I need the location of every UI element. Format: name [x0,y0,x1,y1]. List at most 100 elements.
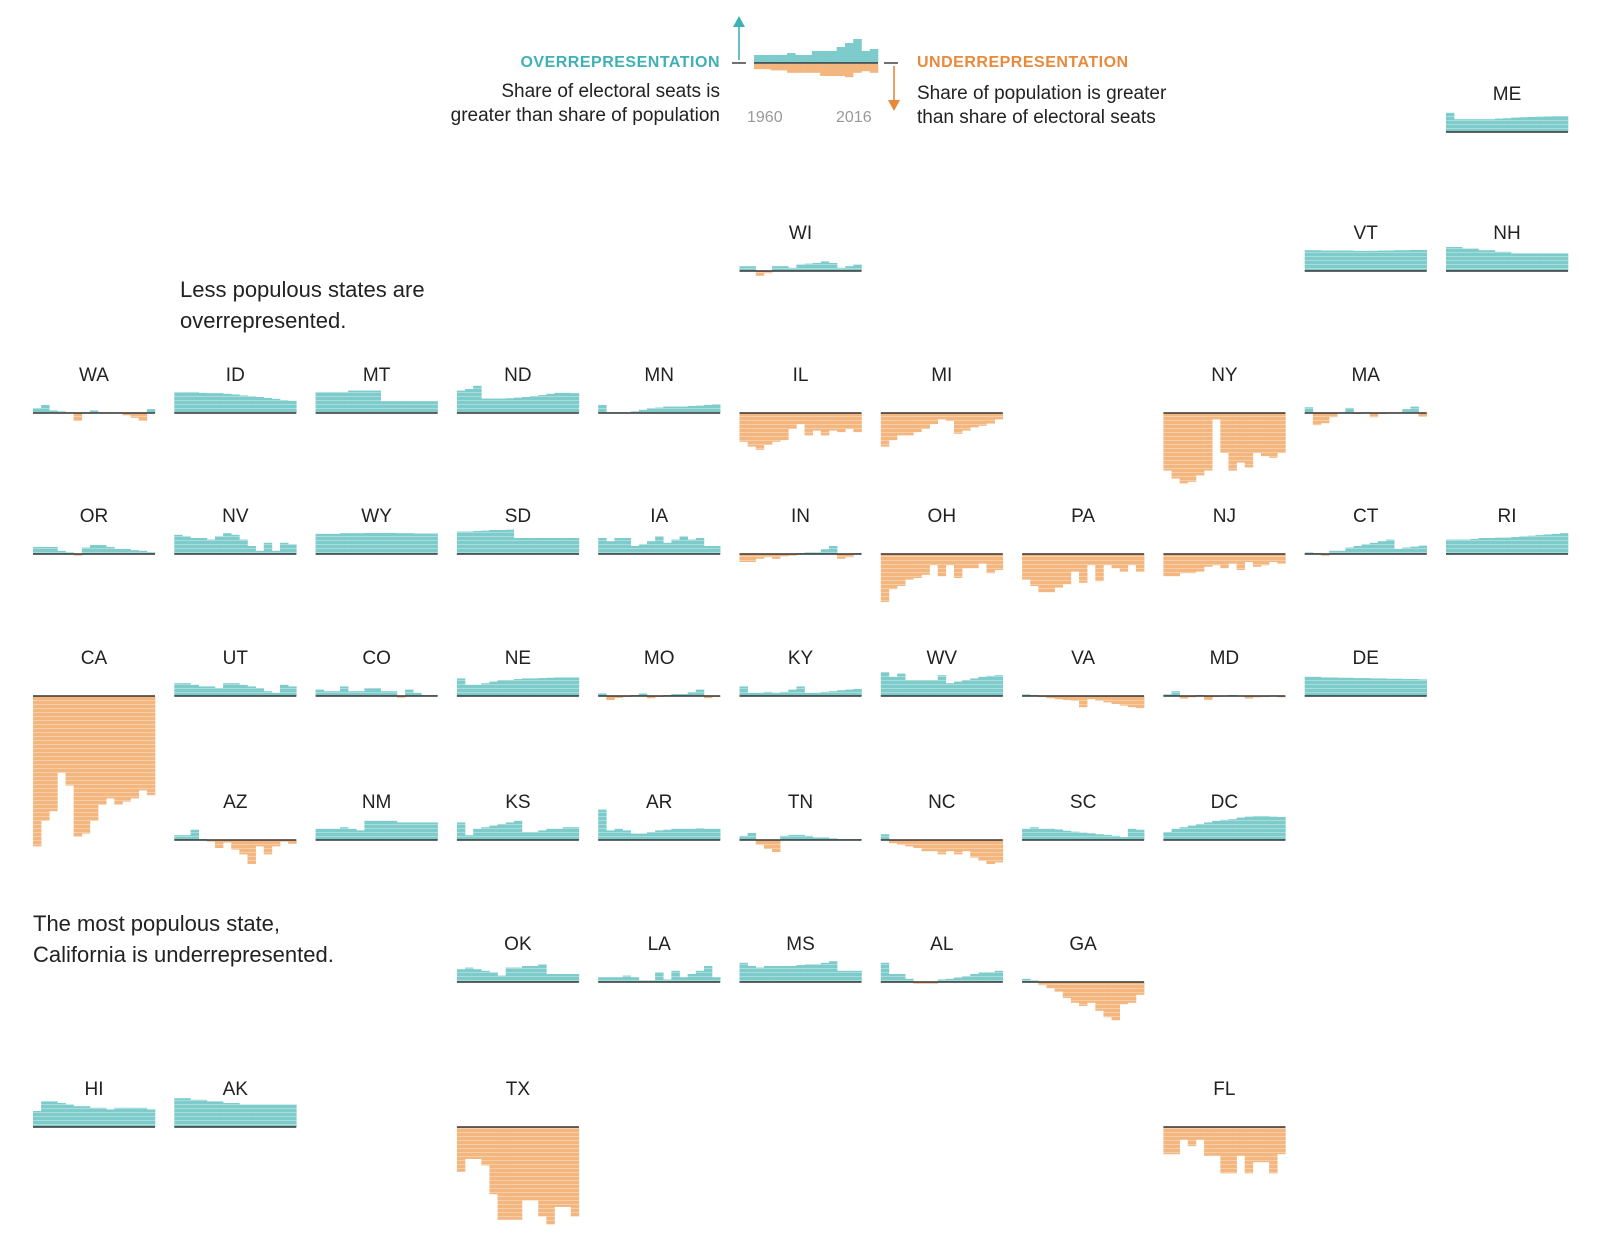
bar-ut-1988 [231,683,240,696]
bar-ct-1984 [1353,546,1362,554]
bar-wa-1960 [33,408,42,413]
bar-wy-2012 [421,533,430,554]
bar-hi-1972 [57,1103,66,1127]
bar-nj-2004 [1252,554,1262,567]
bar-nv-1960 [174,534,183,554]
bar-id-1996 [247,396,256,413]
bar-il-2008 [837,413,846,433]
bar-ma-1964 [1312,413,1322,426]
bar-wy-1972 [340,533,349,554]
state-tile-il: IL [739,365,862,450]
bar-ak-1976 [206,1101,216,1127]
bar-pa-2004 [1111,554,1120,569]
bar-ar-1964 [606,830,615,840]
bar-ia-1960 [598,538,607,554]
state-tile-ok: OK [456,934,580,983]
bar-nv-2012 [280,542,289,554]
bar-ct-2004 [1394,548,1403,554]
state-tile-ri: RI [1446,506,1569,555]
bar-vt-1960 [1304,250,1314,271]
bar-or-1960 [33,546,42,554]
bar-al-2012 [986,972,995,982]
bar-dc-1976 [1195,824,1205,840]
bar-ms-2012 [845,970,854,982]
bar-nj-1984 [1212,554,1221,566]
bar-ia-1996 [671,539,680,554]
bar-il-2016 [853,413,862,433]
bar-nh-1976 [1478,250,1487,271]
bar-nm-1964 [323,828,333,840]
state-tile-vt: VT [1304,223,1427,272]
bar-ar-1960 [598,809,607,840]
state-label-ct: CT [1353,506,1379,527]
bar-al-1996 [954,977,963,982]
bar-de-2016 [1418,679,1427,696]
bar-ca-2004 [122,696,131,802]
state-tile-sc: SC [1022,792,1145,841]
bar-ks-1992 [521,832,531,840]
bar-ne-2004 [546,677,555,696]
bar-dc-1988 [1220,819,1229,840]
state-tile-oh: OH [880,506,1004,602]
bar-mt-1992 [380,401,390,413]
bar-ky-1984 [788,689,797,696]
bar-fl-2004 [1252,1127,1262,1163]
bar-pa-1992 [1087,554,1096,566]
bar-wv-1968 [897,673,906,696]
bar-ky-1980 [780,691,789,696]
bar-ok-1972 [481,970,490,982]
bar-nd-2004 [546,393,555,413]
key-bar [836,47,846,63]
state-label-id: ID [226,365,245,386]
bar-nm-1992 [380,820,390,840]
bar-tx-2016 [570,1127,580,1217]
bar-mo-1968 [614,696,623,698]
bar-az-2004 [263,840,273,855]
bar-ak-1968 [190,1099,199,1127]
bar-fl-1980 [1204,1127,1213,1156]
bar-ar-2016 [712,828,721,840]
bar-ut-1972 [198,686,208,696]
bar-dc-1964 [1171,828,1180,840]
bar-ne-2016 [570,677,580,696]
state-label-ks: KS [505,792,530,813]
bar-nv-1984 [223,533,232,554]
bar-de-1992 [1369,678,1379,696]
bar-va-2016 [1135,696,1145,709]
bar-wi-1968 [755,271,765,276]
bar-ms-1964 [747,966,757,982]
bar-ny-2004 [1252,413,1262,453]
bar-ia-2012 [703,546,713,554]
arrow-up-head-icon [733,16,745,27]
bar-sc-2016 [1135,829,1145,840]
bar-ct-1980 [1345,547,1354,554]
state-label-wy: WY [361,506,392,527]
bar-dc-2016 [1277,816,1286,840]
bar-pa-2016 [1135,554,1145,572]
bar-ut-2008 [271,692,281,696]
bar-mi-1960 [880,413,890,447]
bar-ut-1960 [174,683,183,696]
bar-nd-1968 [473,385,482,413]
bar-ky-1968 [755,692,765,696]
bar-sd-1968 [473,530,482,554]
bar-wa-2004 [122,413,131,416]
bar-ri-1972 [1470,538,1479,554]
bar-mt-1980 [356,390,365,413]
bar-id-2016 [288,400,297,413]
bar-ks-1996 [530,832,539,840]
bar-nc-1980 [921,840,930,852]
bar-vt-2000 [1386,250,1395,271]
bar-ks-2000 [538,830,547,840]
bar-nm-1996 [388,820,398,840]
bar-oh-1980 [921,554,930,575]
bar-nc-2016 [994,840,1004,863]
bar-wi-1976 [772,266,781,271]
bar-ga-1976 [1054,982,1064,992]
key-year-end: 2016 [836,109,872,126]
state-tile-tx: TX [456,1079,580,1225]
bar-hi-1992 [98,1107,107,1127]
state-tile-wy: WY [315,506,438,555]
bar-pa-1968 [1038,554,1047,593]
bar-va-2012 [1127,696,1137,708]
